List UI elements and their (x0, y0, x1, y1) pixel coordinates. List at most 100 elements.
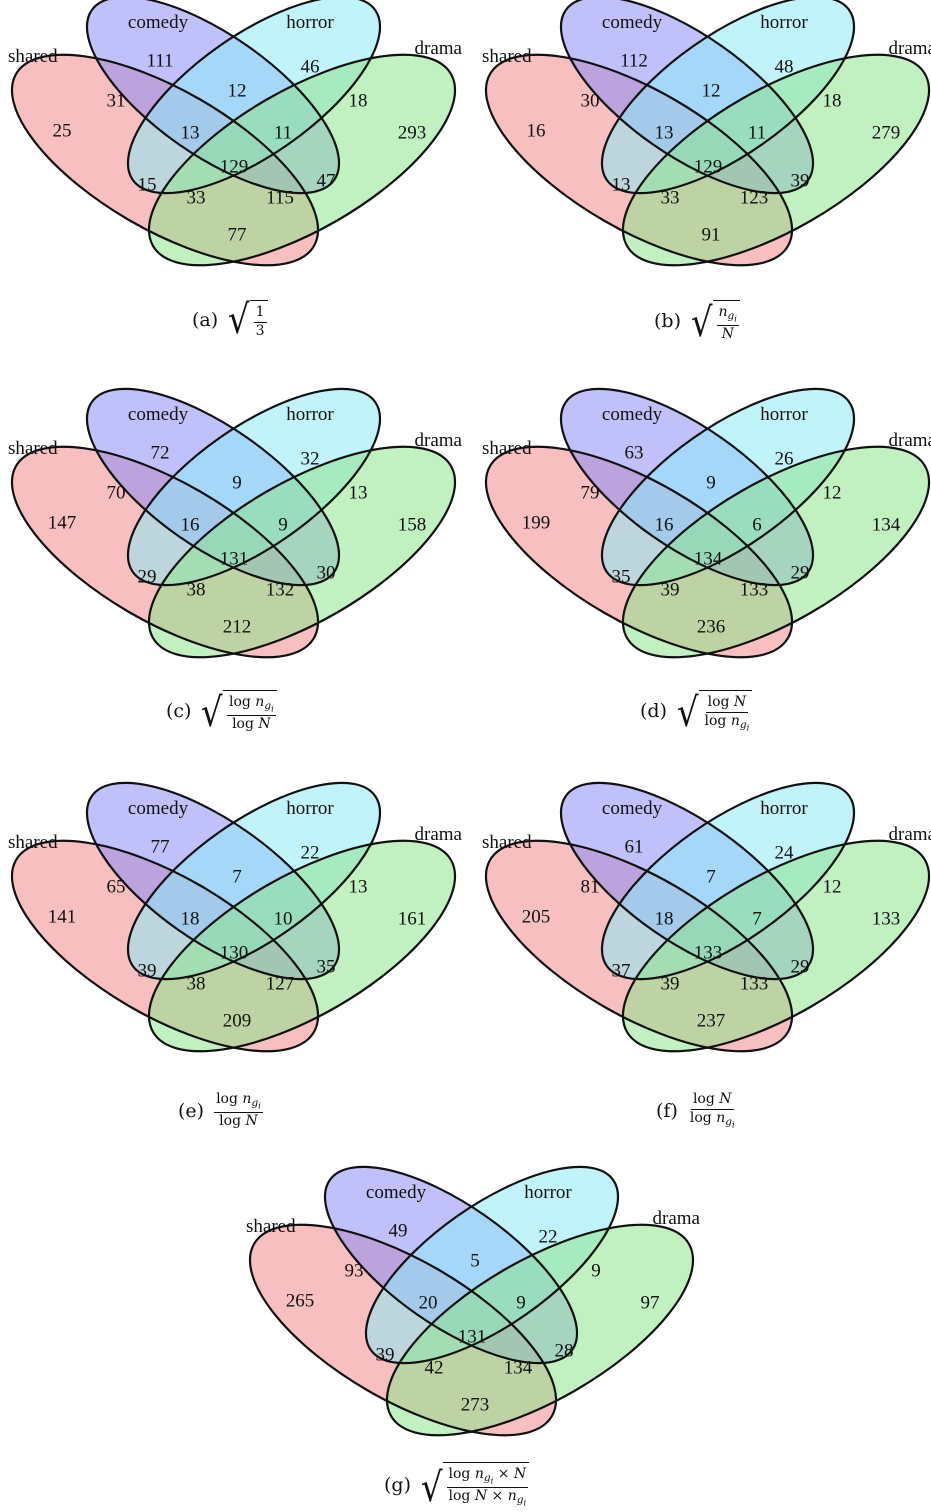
region-count-shared-horror: 39 (138, 960, 157, 981)
set-label-horror: horror (286, 12, 334, 33)
fraction: ngi N (716, 304, 739, 343)
ellipse-drama (386, 1224, 694, 1436)
region-count-shared-comedy-drama: 127 (266, 973, 295, 994)
caption-c: (c) √ log ngi log N (166, 690, 277, 733)
venn-diagram-d: shared comedy horror drama 199 63 26 134 79 9 12 16… (482, 387, 931, 659)
region-count-horror-only: 22 (539, 1226, 558, 1247)
region-count-comedy-horror-drama: 7 (752, 908, 762, 929)
region-count-shared-comedy: 79 (581, 482, 600, 503)
set-label-drama: drama (889, 38, 931, 59)
region-count-horror-drama: 12 (823, 482, 842, 503)
fraction: log N log ngi (704, 694, 750, 733)
fraction: log ngi × N log N × ngi (446, 1466, 529, 1508)
region-count-shared-only: 147 (48, 512, 77, 533)
set-label-drama: drama (415, 824, 463, 845)
radical-sign: √ (690, 299, 713, 346)
venn-diagram-g: shared comedy horror drama 265 49 22 97 93 5 9 20 9 3… (246, 1165, 701, 1437)
region-count-comedy-horror: 7 (232, 866, 242, 887)
ellipse-horror (127, 782, 381, 980)
ellipse-horror (601, 388, 855, 586)
radical-sign: √ (201, 689, 224, 736)
set-label-comedy: comedy (602, 12, 663, 33)
radical-sign: √ (676, 689, 699, 736)
fraction: log ngi log N (214, 1091, 263, 1130)
set-label-horror: horror (760, 404, 808, 425)
caption-tag: (g) (384, 1474, 411, 1497)
region-count-shared-drama: 236 (697, 616, 726, 637)
set-label-shared: shared (246, 1216, 296, 1237)
ellipse-horror (127, 388, 381, 586)
region-count-horror-only: 26 (775, 448, 794, 469)
ellipse-outline-drama (621, 839, 931, 1053)
ellipse-outline-drama (385, 1223, 695, 1437)
region-count-comedy-drama: 29 (791, 956, 810, 977)
region-count-shared-horror-drama: 42 (425, 1357, 444, 1378)
region-count-comedy-only: 61 (625, 836, 644, 857)
region-count-shared-comedy: 81 (581, 876, 600, 897)
region-count-comedy-horror: 7 (706, 866, 716, 887)
region-count-shared-comedy-horror: 18 (181, 908, 200, 929)
venn-diagram-e: shared comedy horror drama 141 77 22 161 65 7 13 18… (8, 781, 463, 1053)
region-count-shared-drama: 91 (702, 224, 721, 245)
region-count-horror-drama: 9 (591, 1260, 601, 1281)
radical-sign: √ (420, 1465, 443, 1512)
region-count-horror-drama: 13 (349, 482, 368, 503)
region-count-all-four: 129 (220, 156, 249, 177)
region-count-comedy-horror-drama: 9 (516, 1292, 526, 1313)
venn-diagram-c: shared comedy horror drama 147 72 32 158 70 9 13 16… (8, 387, 463, 659)
region-count-shared-comedy: 30 (581, 90, 600, 111)
ellipse-outline-comedy (559, 781, 815, 981)
region-count-shared-comedy: 31 (107, 90, 126, 111)
caption-tag: (c) (166, 700, 192, 723)
region-count-shared-comedy-drama: 133 (740, 579, 769, 600)
caption-tag: (f) (656, 1099, 678, 1122)
region-count-comedy-horror-drama: 10 (274, 908, 293, 929)
region-count-comedy-drama: 29 (791, 562, 810, 583)
ellipse-horror (601, 0, 855, 194)
ellipse-outline-drama (147, 445, 457, 659)
region-count-shared-comedy-horror: 13 (655, 122, 674, 143)
region-count-shared-only: 16 (527, 120, 546, 141)
ellipse-outline-horror (126, 781, 382, 981)
set-label-horror: horror (524, 1182, 572, 1203)
region-count-shared-comedy-horror: 18 (655, 908, 674, 929)
region-count-shared-comedy-horror: 16 (655, 514, 674, 535)
region-count-comedy-horror: 9 (232, 472, 242, 493)
region-count-comedy-only: 77 (151, 836, 170, 857)
region-count-shared-only: 141 (48, 906, 77, 927)
ellipse-horror (601, 782, 855, 980)
set-label-shared: shared (482, 438, 532, 459)
square-root: √ log ngi × N log N × ngi (419, 1462, 530, 1512)
caption-f: (f) log N log ngi (656, 1091, 737, 1130)
venn-panel-d: shared comedy horror drama 199 63 26 134 79 9 12 16… (474, 387, 931, 682)
set-label-comedy: comedy (128, 12, 189, 33)
ellipse-outline-horror (600, 0, 856, 195)
region-count-shared-horror-drama: 39 (661, 973, 680, 994)
venn-panel-a: shared comedy horror drama 25 111 46 293 31 12 18 1… (0, 0, 470, 290)
region-count-shared-comedy: 65 (107, 876, 126, 897)
region-count-shared-drama: 273 (461, 1394, 490, 1415)
caption-tag: (e) (178, 1099, 205, 1122)
square-root: √ ngi N (689, 300, 740, 343)
ellipse-outline-horror (126, 0, 382, 195)
fraction: log ngi log N (226, 694, 276, 733)
radical-sign: √ (228, 297, 250, 343)
square-root: √ 1 3 (226, 297, 268, 343)
region-count-shared-horror-drama: 33 (187, 187, 206, 208)
fraction: 1 3 (253, 304, 267, 339)
region-count-comedy-horror-drama: 6 (752, 514, 762, 535)
region-count-shared-horror: 37 (612, 960, 631, 981)
region-count-shared-only: 205 (522, 906, 551, 927)
set-label-horror: horror (760, 798, 808, 819)
venn-panel-g: shared comedy horror drama 265 49 22 97 93 5 9 20 9 3… (238, 1165, 708, 1460)
region-count-shared-horror-drama: 39 (661, 579, 680, 600)
region-count-shared-horror: 15 (138, 174, 157, 195)
caption-g: (g) √ log ngi × N log N × ngi (384, 1462, 530, 1512)
region-count-comedy-only: 112 (620, 50, 648, 71)
ellipse-outline-shared (484, 839, 794, 1053)
region-count-horror-only: 22 (301, 842, 320, 863)
region-count-drama-only: 161 (398, 908, 427, 929)
ellipse-outline-drama (621, 53, 931, 267)
set-label-comedy: comedy (128, 798, 189, 819)
set-label-drama: drama (653, 1208, 701, 1229)
